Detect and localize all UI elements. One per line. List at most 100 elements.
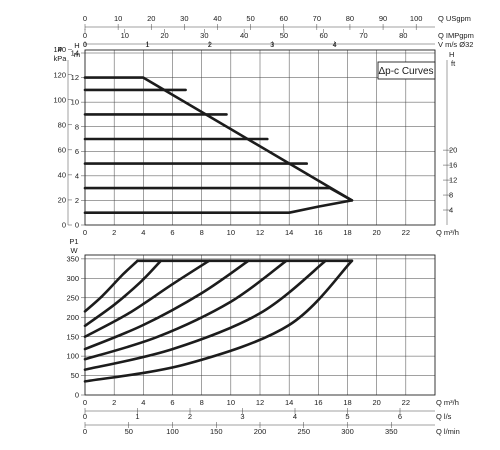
m-tick-label: 6 <box>75 147 79 156</box>
power-curve-6 <box>83 259 327 371</box>
ls-tick-label: 5 <box>345 412 349 421</box>
lmin-tick-label: 50 <box>125 427 133 436</box>
ft-axis-symbol: H <box>449 50 454 59</box>
velocity-tick-label: 0 <box>83 40 87 49</box>
bottom-x-tick-label: 12 <box>256 398 264 407</box>
ft-axis-unit: ft <box>451 59 456 68</box>
impgpm-tick-label: 40 <box>240 31 248 40</box>
bottom-x-tick-label: 0 <box>83 398 87 407</box>
lmin-tick-label: 150 <box>210 427 223 436</box>
usgpm-tick-label: 20 <box>147 14 155 23</box>
velocity-tick-label: 4 <box>333 40 337 49</box>
top-x-tick-label: 20 <box>372 228 380 237</box>
lmin-tick-label: 200 <box>254 427 267 436</box>
power-tick-label: 250 <box>66 293 79 302</box>
lmin-tick-label: 0 <box>83 427 87 436</box>
power-curve-3 <box>83 259 211 338</box>
head-curve-1 <box>83 199 354 214</box>
bottom-x-tick-label: 4 <box>141 398 145 407</box>
power-tick-label: 100 <box>66 352 79 361</box>
ls-tick-label: 6 <box>398 412 402 421</box>
ls-tick-label: 2 <box>188 412 192 421</box>
ft-tick-label: 4 <box>449 206 453 215</box>
top-x-tick-label: 8 <box>200 228 204 237</box>
usgpm-tick-label: 90 <box>379 14 387 23</box>
lmin-tick-label: 350 <box>385 427 398 436</box>
top-x-axis-label: Q m³/h <box>436 228 459 237</box>
power-tick-label: 200 <box>66 313 79 322</box>
power-curve-5 <box>83 259 288 361</box>
bottom-x-tick-label: 6 <box>170 398 174 407</box>
impgpm-tick-label: 80 <box>399 31 407 40</box>
usgpm-tick-label: 50 <box>246 14 254 23</box>
usgpm-tick-label: 70 <box>313 14 321 23</box>
lmin-axis-label: Q l/min <box>436 427 460 436</box>
power-axis-symbol: P1 <box>69 237 78 246</box>
impgpm-tick-label: 70 <box>359 31 367 40</box>
usgpm-tick-label: 60 <box>280 14 288 23</box>
usgpm-tick-label: 40 <box>213 14 221 23</box>
usgpm-tick-label: 100 <box>410 14 423 23</box>
kpa-tick-label: 40 <box>58 170 66 179</box>
power-curve-1 <box>83 259 139 313</box>
bottom-x-tick-label: 8 <box>200 398 204 407</box>
bottom-x-tick-label: 16 <box>314 398 322 407</box>
impgpm-tick-label: 30 <box>200 31 208 40</box>
m-axis-symbol: H <box>74 41 79 50</box>
bottom-x-tick-label: 18 <box>343 398 351 407</box>
kpa-tick-label: 140 <box>53 45 66 54</box>
power-tick-label: 300 <box>66 274 79 283</box>
power-tick-label: 50 <box>71 371 79 380</box>
head-curve-7 <box>83 76 354 202</box>
chart-title-box <box>377 61 436 80</box>
kpa-tick-label: 0 <box>62 221 66 230</box>
ls-tick-label: 3 <box>240 412 244 421</box>
impgpm-tick-label: 20 <box>160 31 168 40</box>
kpa-tick-label: 120 <box>53 70 66 79</box>
ls-tick-label: 1 <box>135 412 139 421</box>
top-x-tick-label: 0 <box>83 228 87 237</box>
bottom-x-axis-label: Q m³/h <box>436 398 459 407</box>
m-tick-label: 8 <box>75 122 79 131</box>
kpa-axis-unit: kPa <box>54 54 68 63</box>
lmin-tick-label: 100 <box>166 427 179 436</box>
impgpm-tick-label: 10 <box>121 31 129 40</box>
m-tick-label: 12 <box>71 73 79 82</box>
power-chart <box>81 254 436 428</box>
top-x-tick-label: 16 <box>314 228 322 237</box>
velocity-tick-label: 2 <box>208 40 212 49</box>
m-axis-unit: m <box>74 50 80 59</box>
lmin-tick-label: 250 <box>297 427 310 436</box>
ft-tick-label: 8 <box>449 191 453 200</box>
power-tick-label: 0 <box>75 391 79 400</box>
usgpm-tick-label: 80 <box>346 14 354 23</box>
top-x-tick-label: 14 <box>285 228 293 237</box>
top-x-tick-label: 22 <box>402 228 410 237</box>
top-x-tick-label: 18 <box>343 228 351 237</box>
impgpm-tick-label: 50 <box>280 31 288 40</box>
head-chart <box>67 24 451 226</box>
usgpm-tick-label: 0 <box>83 14 87 23</box>
ft-tick-label: 20 <box>449 146 457 155</box>
lmin-tick-label: 300 <box>341 427 354 436</box>
top-x-tick-label: 10 <box>227 228 235 237</box>
m-tick-label: 10 <box>71 98 79 107</box>
bottom-x-tick-label: 10 <box>227 398 235 407</box>
plot-frame <box>84 49 436 226</box>
m-tick-label: 0 <box>75 221 79 230</box>
power-axis-unit: W <box>70 246 78 255</box>
bottom-x-tick-label: 20 <box>372 398 380 407</box>
kpa-tick-label: 20 <box>58 196 66 205</box>
bottom-x-tick-label: 2 <box>112 398 116 407</box>
top-x-tick-label: 4 <box>141 228 145 237</box>
impgpm-tick-label: 0 <box>83 31 87 40</box>
ls-tick-label: 4 <box>293 412 297 421</box>
kpa-tick-label: 80 <box>58 120 66 129</box>
ft-tick-label: 12 <box>449 176 457 185</box>
usgpm-axis-label: Q USgpm <box>438 14 471 23</box>
power-tick-label: 350 <box>66 254 79 263</box>
head-curve-2 <box>83 186 354 202</box>
power-tick-label: 150 <box>66 332 79 341</box>
bottom-x-tick-label: 22 <box>402 398 410 407</box>
power-curve-7 <box>83 259 354 383</box>
